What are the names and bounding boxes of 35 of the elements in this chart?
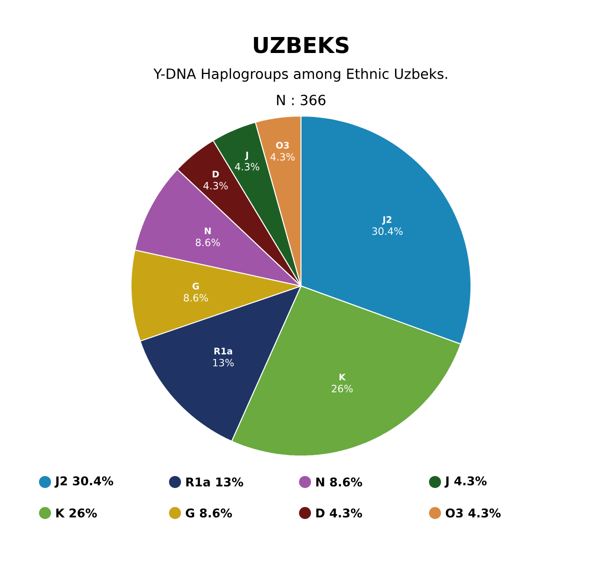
legend-label: J [444,476,449,488]
slice-label: G [192,282,199,290]
data-label: 4.3% [270,153,295,161]
text: N : 366 [277,94,326,106]
text: 30.4% [72,476,114,486]
chart-subtitle: Y-DNA Haplogroups among Ethnic Uzbeks. [153,68,448,82]
slice-label: D [212,170,219,178]
legend-label: J2 [54,476,67,488]
data-label: 26% [332,384,353,392]
slice-label: J [244,152,248,160]
legend-label: O3 [446,508,463,518]
text: 8.6% [200,508,232,518]
legend-label: N [316,478,324,486]
legend-label: K [56,508,65,518]
data-label: 8.6% [184,294,208,302]
slice-label: O3 [276,142,289,149]
slice-label: K [340,374,346,380]
slice-label: J2 [382,216,392,225]
text: 8.6% [330,477,362,487]
legend-label: G [186,508,194,518]
slice-label: R1a [214,348,232,354]
data-label: 30.4% [372,227,403,235]
chart-title: UZBEKS [254,36,348,54]
text: 4.3% [468,508,501,518]
text: 26% [70,508,97,518]
data-label: 4.3% [203,182,228,190]
data-label: 13% [213,358,234,366]
text: 4.3% [454,476,487,486]
text: 13% [216,477,244,487]
slice-label: N [204,228,211,234]
data-label: 4.3% [234,162,260,170]
legend-label: R1a [186,478,210,487]
text: 4.3% [330,508,362,518]
legend-label: D [316,508,324,518]
data-label: 8.6% [196,238,220,246]
